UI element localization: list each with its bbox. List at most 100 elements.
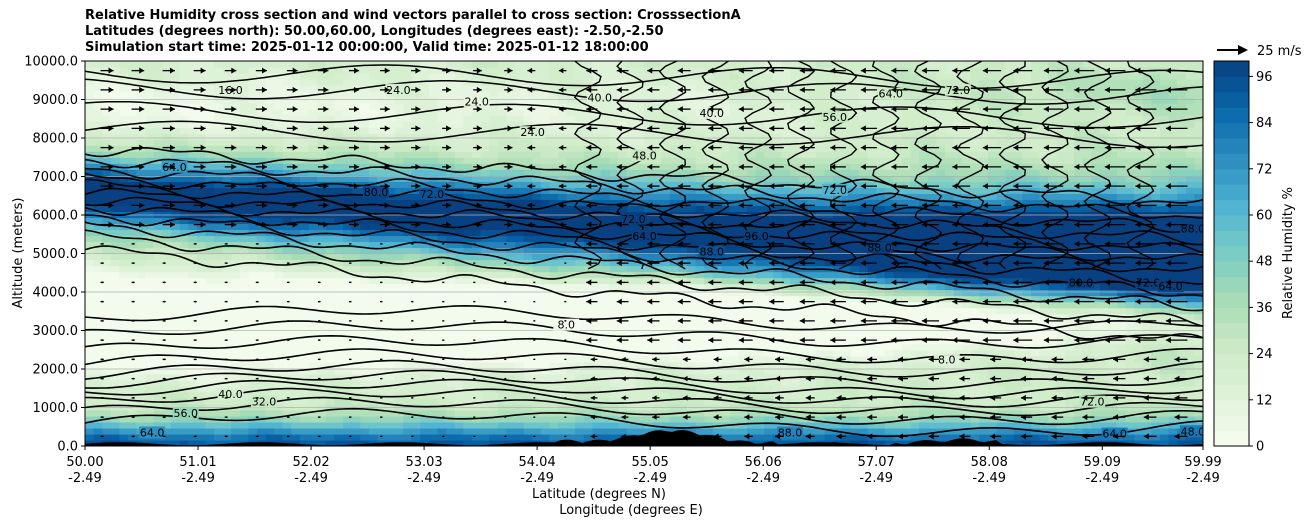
field-cell — [93, 97, 103, 104]
field-cell — [368, 235, 378, 243]
field-cell — [136, 259, 146, 267]
field-cell — [205, 127, 215, 134]
field-cell — [747, 379, 757, 387]
field-cell — [463, 409, 473, 417]
field-cell — [205, 163, 215, 170]
field-cell — [747, 157, 757, 164]
field-cell — [661, 379, 671, 387]
field-cell — [205, 421, 215, 429]
field-cell — [566, 73, 576, 80]
field-cell — [343, 223, 353, 231]
field-cell — [747, 97, 757, 104]
field-cell — [145, 79, 155, 86]
field-cell — [575, 355, 585, 363]
field-cell — [549, 61, 559, 68]
field-cell — [222, 127, 232, 134]
field-cell — [136, 109, 146, 116]
field-cell — [644, 379, 654, 387]
field-cell — [351, 73, 361, 80]
field-cell — [712, 277, 722, 285]
field-cell — [386, 355, 396, 363]
field-cell — [351, 229, 361, 237]
field-cell — [343, 127, 353, 134]
field-cell — [282, 391, 292, 399]
field-cell — [583, 409, 593, 417]
field-cell — [747, 367, 757, 375]
field-cell — [437, 133, 447, 140]
field-cell — [403, 109, 413, 116]
field-cell — [532, 187, 542, 194]
field-cell — [480, 85, 490, 92]
field-cell — [506, 61, 516, 68]
field-cell — [188, 271, 198, 279]
field-cell — [257, 379, 267, 387]
field-cell — [704, 133, 714, 140]
field-cell — [128, 361, 138, 369]
field-cell — [695, 73, 705, 80]
field-cell — [695, 349, 705, 357]
field-cell — [558, 217, 568, 225]
field-cell — [747, 427, 757, 435]
field-cell — [85, 355, 95, 363]
field-cell — [145, 265, 155, 273]
field-cell — [540, 241, 550, 249]
field-cell — [377, 223, 387, 231]
field-cell — [214, 115, 224, 122]
field-cell — [274, 115, 284, 122]
field-cell — [317, 139, 327, 146]
field-cell — [119, 253, 129, 261]
field-cell — [153, 181, 163, 188]
field-cell — [274, 61, 284, 68]
field-cell — [575, 319, 585, 327]
field-cell — [222, 307, 232, 315]
field-cell — [291, 331, 301, 339]
field-cell — [480, 313, 490, 321]
field-cell — [93, 271, 103, 279]
field-cell — [171, 181, 181, 188]
field-cell — [231, 253, 241, 261]
field-cell — [480, 409, 490, 417]
field-cell — [523, 295, 533, 303]
field-cell — [93, 85, 103, 92]
field-cell — [93, 433, 103, 441]
field-cell — [747, 103, 757, 110]
field-cell — [540, 367, 550, 375]
field-cell — [695, 397, 705, 405]
field-cell — [248, 421, 258, 429]
field-cell — [334, 253, 344, 261]
field-cell — [532, 433, 542, 441]
field-cell — [386, 217, 396, 225]
field-cell — [386, 229, 396, 237]
field-cell — [325, 181, 335, 188]
field-cell — [747, 421, 757, 429]
field-cell — [558, 289, 568, 297]
field-cell — [678, 277, 688, 285]
field-cell — [179, 301, 189, 309]
field-cell — [145, 217, 155, 225]
field-cell — [343, 265, 353, 273]
field-cell — [334, 385, 344, 393]
field-cell — [136, 343, 146, 351]
field-cell — [308, 289, 318, 297]
field-cell — [248, 175, 258, 182]
field-cell — [360, 331, 370, 339]
field-cell — [282, 91, 292, 98]
field-cell — [239, 247, 249, 255]
field-cell — [394, 187, 404, 194]
field-cell — [136, 103, 146, 110]
field-cell — [325, 433, 335, 441]
field-cell — [136, 349, 146, 357]
field-cell — [248, 115, 258, 122]
field-cell — [291, 301, 301, 309]
field-cell — [618, 205, 628, 212]
field-cell — [239, 67, 249, 74]
field-cell — [575, 307, 585, 315]
field-cell — [119, 139, 129, 146]
field-cell — [437, 277, 447, 285]
field-cell — [747, 241, 757, 249]
field-cell — [669, 253, 679, 261]
field-cell — [102, 91, 112, 98]
field-cell — [695, 187, 705, 194]
field-cell — [265, 109, 275, 116]
field-cell — [308, 391, 318, 399]
